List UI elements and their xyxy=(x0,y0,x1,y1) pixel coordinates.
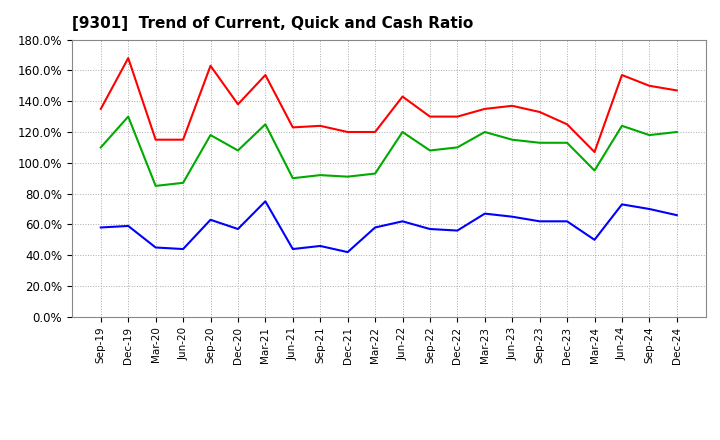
Cash Ratio xyxy=(206,217,215,222)
Current Ratio xyxy=(672,88,681,93)
Cash Ratio xyxy=(645,206,654,212)
Current Ratio xyxy=(233,102,242,107)
Cash Ratio xyxy=(453,228,462,233)
Cash Ratio xyxy=(563,219,572,224)
Line: Current Ratio: Current Ratio xyxy=(101,58,677,152)
Cash Ratio xyxy=(233,226,242,231)
Quick Ratio xyxy=(179,180,187,185)
Current Ratio xyxy=(206,63,215,68)
Cash Ratio xyxy=(590,237,599,242)
Current Ratio xyxy=(480,106,489,111)
Quick Ratio xyxy=(536,140,544,145)
Cash Ratio xyxy=(179,246,187,252)
Cash Ratio xyxy=(96,225,105,230)
Current Ratio xyxy=(590,149,599,154)
Quick Ratio xyxy=(289,176,297,181)
Current Ratio xyxy=(289,125,297,130)
Cash Ratio xyxy=(316,243,325,249)
Current Ratio xyxy=(536,109,544,114)
Quick Ratio xyxy=(453,145,462,150)
Text: [9301]  Trend of Current, Quick and Cash Ratio: [9301] Trend of Current, Quick and Cash … xyxy=(72,16,473,32)
Current Ratio xyxy=(453,114,462,119)
Current Ratio xyxy=(645,83,654,88)
Cash Ratio xyxy=(151,245,160,250)
Cash Ratio xyxy=(426,226,434,231)
Current Ratio xyxy=(261,72,270,77)
Current Ratio xyxy=(151,137,160,142)
Quick Ratio xyxy=(480,129,489,135)
Current Ratio xyxy=(371,129,379,135)
Quick Ratio xyxy=(233,148,242,153)
Current Ratio xyxy=(426,114,434,119)
Cash Ratio xyxy=(618,202,626,207)
Current Ratio xyxy=(618,72,626,77)
Quick Ratio xyxy=(151,183,160,188)
Cash Ratio xyxy=(398,219,407,224)
Cash Ratio xyxy=(343,249,352,255)
Quick Ratio xyxy=(618,123,626,128)
Quick Ratio xyxy=(398,129,407,135)
Cash Ratio xyxy=(536,219,544,224)
Current Ratio xyxy=(96,106,105,111)
Quick Ratio xyxy=(96,145,105,150)
Line: Cash Ratio: Cash Ratio xyxy=(101,201,677,252)
Quick Ratio xyxy=(426,148,434,153)
Cash Ratio xyxy=(289,246,297,252)
Quick Ratio xyxy=(124,114,132,119)
Quick Ratio xyxy=(371,171,379,176)
Cash Ratio xyxy=(371,225,379,230)
Cash Ratio xyxy=(508,214,516,219)
Current Ratio xyxy=(398,94,407,99)
Current Ratio xyxy=(508,103,516,108)
Quick Ratio xyxy=(563,140,572,145)
Quick Ratio xyxy=(508,137,516,142)
Quick Ratio xyxy=(645,132,654,138)
Current Ratio xyxy=(316,123,325,128)
Current Ratio xyxy=(179,137,187,142)
Quick Ratio xyxy=(316,172,325,178)
Line: Quick Ratio: Quick Ratio xyxy=(101,117,677,186)
Cash Ratio xyxy=(261,198,270,204)
Cash Ratio xyxy=(124,223,132,228)
Cash Ratio xyxy=(480,211,489,216)
Quick Ratio xyxy=(206,132,215,138)
Quick Ratio xyxy=(672,129,681,135)
Quick Ratio xyxy=(261,121,270,127)
Current Ratio xyxy=(124,55,132,61)
Current Ratio xyxy=(563,121,572,127)
Quick Ratio xyxy=(343,174,352,180)
Quick Ratio xyxy=(590,168,599,173)
Current Ratio xyxy=(343,129,352,135)
Cash Ratio xyxy=(672,213,681,218)
